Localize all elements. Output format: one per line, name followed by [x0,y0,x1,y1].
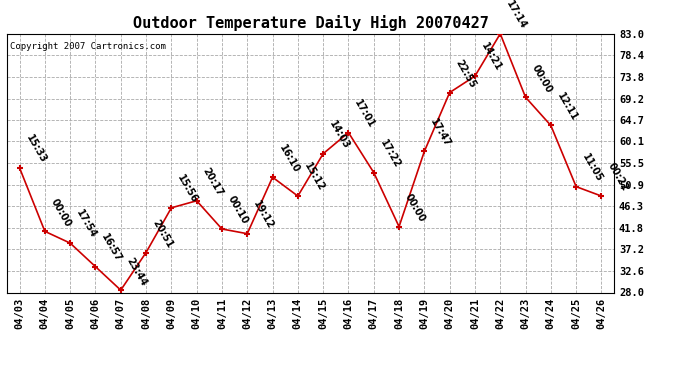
Text: 12:11: 12:11 [555,91,579,123]
Title: Outdoor Temperature Daily High 20070427: Outdoor Temperature Daily High 20070427 [132,15,489,31]
Text: 11:05: 11:05 [580,152,604,184]
Text: 22:55: 22:55 [454,58,478,90]
Text: Copyright 2007 Cartronics.com: Copyright 2007 Cartronics.com [10,42,166,51]
Text: 00:00: 00:00 [49,197,73,229]
Text: 15:12: 15:12 [302,161,326,193]
Text: 00:00: 00:00 [403,192,427,224]
Text: 16:57: 16:57 [99,232,124,264]
Text: 19:12: 19:12 [251,199,275,231]
Text: 20:17: 20:17 [201,166,225,198]
Text: 20:51: 20:51 [150,218,175,250]
Text: 14:21: 14:21 [479,42,503,74]
Text: 15:56: 15:56 [175,173,199,205]
Text: 17:01: 17:01 [353,98,377,130]
Text: 17:47: 17:47 [428,117,453,148]
Text: 00:10: 00:10 [226,194,250,226]
Text: 00:22: 00:22 [606,161,630,193]
Text: 17:22: 17:22 [378,138,402,170]
Text: 23:44: 23:44 [125,255,149,287]
Text: 16:10: 16:10 [277,142,301,174]
Text: 14:03: 14:03 [327,119,351,151]
Text: 17:14: 17:14 [504,0,529,31]
Text: 17:54: 17:54 [75,209,99,240]
Text: 00:00: 00:00 [530,63,554,94]
Text: 15:33: 15:33 [23,133,48,165]
